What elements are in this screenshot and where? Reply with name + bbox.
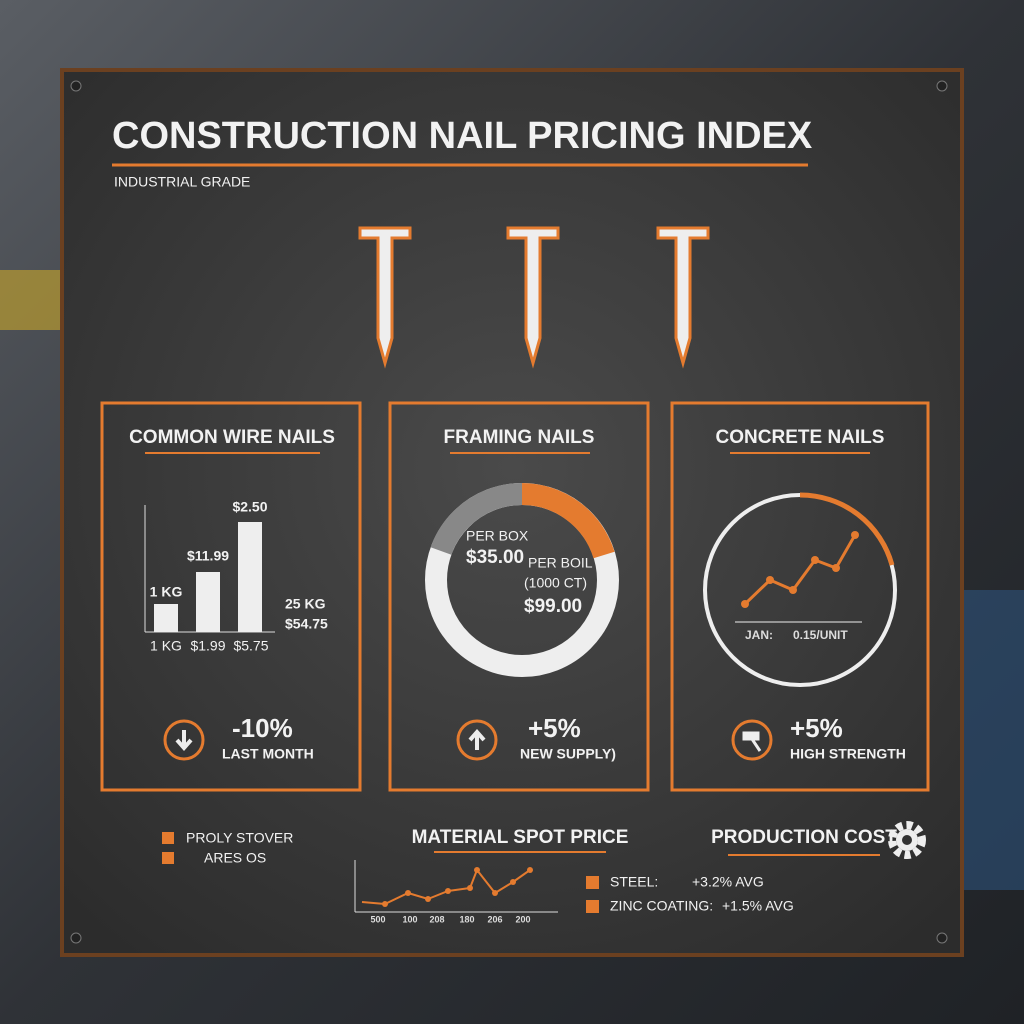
metal-plate xyxy=(60,68,964,957)
bar-label: $2.50 xyxy=(232,499,267,515)
side-label: $54.75 xyxy=(285,616,328,632)
cost-value: +3.2% AVG xyxy=(692,874,764,890)
panel-title: FRAMING NAILS xyxy=(444,427,595,448)
bar xyxy=(154,604,178,632)
cost-name: ZINC COATING: xyxy=(610,898,713,914)
cost-name: STEEL: xyxy=(610,874,658,890)
rivets xyxy=(70,80,948,944)
bar xyxy=(196,572,220,632)
bar-axis-label: 1 KG xyxy=(150,638,182,654)
spot-title: MATERIAL SPOT PRICE xyxy=(412,827,629,848)
bg-machine xyxy=(0,270,70,330)
hammer-icon xyxy=(731,719,773,761)
up-arrow xyxy=(468,728,486,750)
bar-axis-label: $1.99 xyxy=(190,638,225,654)
gear-icon xyxy=(888,821,926,859)
spot-points xyxy=(382,867,533,907)
note: LAST MONTH xyxy=(222,746,314,762)
legend-swatch xyxy=(162,832,174,844)
up-icon xyxy=(456,719,498,761)
donut-segment xyxy=(430,483,523,556)
change: +5% xyxy=(790,713,843,743)
note: HIGH STRENGTH xyxy=(790,746,906,762)
spot-x-label: 208 xyxy=(429,914,444,924)
cost-swatch xyxy=(586,876,599,889)
cost-title: PRODUCTION COST xyxy=(711,827,897,848)
bar-label: $11.99 xyxy=(187,548,229,564)
cost-swatch xyxy=(586,900,599,913)
axis-label: JAN: xyxy=(745,628,773,642)
legend-label: ARES OS xyxy=(204,850,266,866)
change: -10% xyxy=(232,713,293,743)
donut-label: $35.00 xyxy=(466,547,524,568)
side-label: 25 KG xyxy=(285,596,326,612)
donut-label: $99.00 xyxy=(524,596,582,617)
spot-x-label: 180 xyxy=(459,914,474,924)
trend-points xyxy=(741,531,859,608)
panel xyxy=(670,401,930,792)
bar xyxy=(238,522,262,632)
nails xyxy=(358,226,710,369)
donut-label: PER BOX xyxy=(466,528,529,544)
panel xyxy=(100,401,362,792)
spot-x-label: 200 xyxy=(515,914,530,924)
down-arrow xyxy=(175,730,193,752)
panel-title: COMMON WIRE NAILS xyxy=(129,427,335,448)
spot-line xyxy=(361,868,531,906)
bg-machine xyxy=(960,590,1024,890)
gauge-arc xyxy=(799,492,895,566)
donut-segment xyxy=(521,483,615,559)
legend-label: PROLY STOVER xyxy=(186,830,293,846)
spot-x-label: 206 xyxy=(487,914,502,924)
donut-label: (1000 CT) xyxy=(524,575,587,591)
subtitle: INDUSTRIAL GRADE xyxy=(114,174,250,190)
legend-swatch xyxy=(162,852,174,864)
cost-value: +1.5% AVG xyxy=(722,898,794,914)
trend-line xyxy=(743,534,857,606)
donut-label: PER BOIL xyxy=(528,555,593,571)
hammer xyxy=(742,731,762,752)
bar-label: 1 KG xyxy=(150,584,183,600)
panel xyxy=(388,401,650,792)
spot-x-label: 500 xyxy=(370,914,385,924)
spot-x-label: 100 xyxy=(402,914,417,924)
change: +5% xyxy=(528,713,581,743)
down-icon xyxy=(163,719,205,761)
panel-title: CONCRETE NAILS xyxy=(716,427,885,448)
title: CONSTRUCTION NAIL PRICING INDEX xyxy=(112,115,813,157)
note: NEW SUPPLY) xyxy=(520,746,616,762)
bar-axis-label: $5.75 xyxy=(233,638,268,654)
axis-label: 0.15/UNIT xyxy=(793,628,848,642)
